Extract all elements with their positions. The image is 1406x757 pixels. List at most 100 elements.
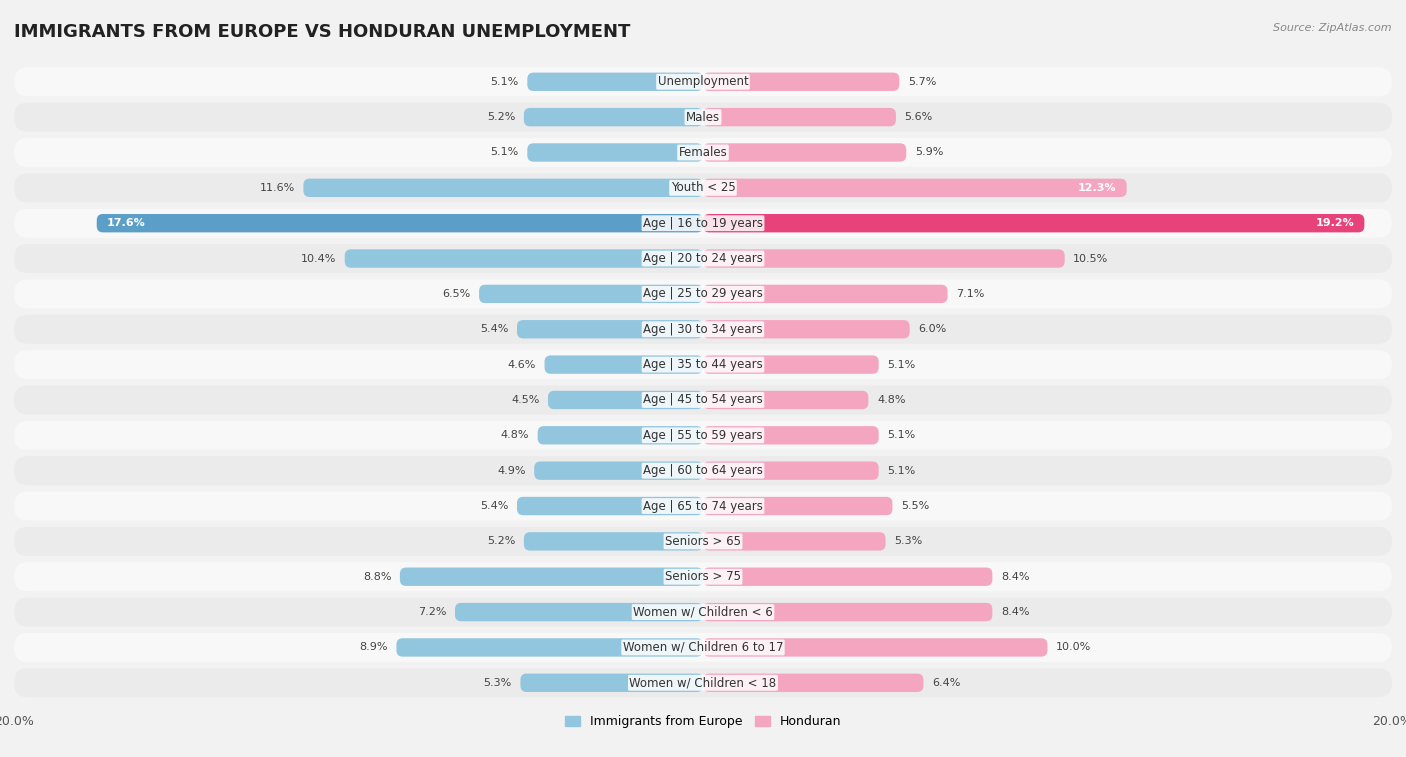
FancyBboxPatch shape xyxy=(703,214,1364,232)
Text: Women w/ Children < 6: Women w/ Children < 6 xyxy=(633,606,773,618)
Text: 8.8%: 8.8% xyxy=(363,572,391,581)
FancyBboxPatch shape xyxy=(14,67,1392,96)
Text: 5.1%: 5.1% xyxy=(887,430,915,441)
Text: 4.9%: 4.9% xyxy=(498,466,526,475)
FancyBboxPatch shape xyxy=(703,638,1047,656)
Text: 7.1%: 7.1% xyxy=(956,289,984,299)
FancyBboxPatch shape xyxy=(524,108,703,126)
FancyBboxPatch shape xyxy=(527,143,703,162)
Text: 8.4%: 8.4% xyxy=(1001,572,1029,581)
Legend: Immigrants from Europe, Honduran: Immigrants from Europe, Honduran xyxy=(560,710,846,733)
FancyBboxPatch shape xyxy=(548,391,703,409)
FancyBboxPatch shape xyxy=(14,456,1392,485)
Text: 5.3%: 5.3% xyxy=(484,678,512,688)
Text: 5.4%: 5.4% xyxy=(479,324,509,335)
FancyBboxPatch shape xyxy=(14,173,1392,202)
FancyBboxPatch shape xyxy=(396,638,703,656)
FancyBboxPatch shape xyxy=(344,249,703,268)
Text: 5.2%: 5.2% xyxy=(486,537,515,547)
FancyBboxPatch shape xyxy=(703,603,993,621)
FancyBboxPatch shape xyxy=(524,532,703,550)
Text: 8.4%: 8.4% xyxy=(1001,607,1029,617)
Text: Age | 65 to 74 years: Age | 65 to 74 years xyxy=(643,500,763,512)
Text: Age | 20 to 24 years: Age | 20 to 24 years xyxy=(643,252,763,265)
FancyBboxPatch shape xyxy=(97,214,703,232)
FancyBboxPatch shape xyxy=(14,421,1392,450)
Text: Seniors > 75: Seniors > 75 xyxy=(665,570,741,583)
FancyBboxPatch shape xyxy=(456,603,703,621)
Text: 11.6%: 11.6% xyxy=(260,183,295,193)
Text: 6.4%: 6.4% xyxy=(932,678,960,688)
FancyBboxPatch shape xyxy=(703,356,879,374)
FancyBboxPatch shape xyxy=(14,315,1392,344)
FancyBboxPatch shape xyxy=(517,497,703,516)
FancyBboxPatch shape xyxy=(703,143,907,162)
Text: 10.4%: 10.4% xyxy=(301,254,336,263)
Text: Females: Females xyxy=(679,146,727,159)
FancyBboxPatch shape xyxy=(14,491,1392,521)
Text: 6.0%: 6.0% xyxy=(918,324,946,335)
Text: 19.2%: 19.2% xyxy=(1315,218,1354,228)
FancyBboxPatch shape xyxy=(534,462,703,480)
FancyBboxPatch shape xyxy=(703,391,869,409)
Text: 17.6%: 17.6% xyxy=(107,218,146,228)
FancyBboxPatch shape xyxy=(14,597,1392,627)
Text: Youth < 25: Youth < 25 xyxy=(671,182,735,195)
FancyBboxPatch shape xyxy=(703,532,886,550)
Text: 4.5%: 4.5% xyxy=(510,395,540,405)
Text: 5.9%: 5.9% xyxy=(915,148,943,157)
FancyBboxPatch shape xyxy=(703,674,924,692)
Text: Source: ZipAtlas.com: Source: ZipAtlas.com xyxy=(1274,23,1392,33)
Text: 4.8%: 4.8% xyxy=(501,430,529,441)
FancyBboxPatch shape xyxy=(479,285,703,303)
FancyBboxPatch shape xyxy=(537,426,703,444)
Text: 5.6%: 5.6% xyxy=(904,112,932,122)
FancyBboxPatch shape xyxy=(399,568,703,586)
Text: 8.9%: 8.9% xyxy=(360,643,388,653)
Text: 12.3%: 12.3% xyxy=(1078,183,1116,193)
FancyBboxPatch shape xyxy=(544,356,703,374)
Text: Males: Males xyxy=(686,111,720,123)
Text: 7.2%: 7.2% xyxy=(418,607,446,617)
FancyBboxPatch shape xyxy=(703,249,1064,268)
Text: Age | 55 to 59 years: Age | 55 to 59 years xyxy=(643,428,763,442)
FancyBboxPatch shape xyxy=(703,426,879,444)
Text: 5.3%: 5.3% xyxy=(894,537,922,547)
FancyBboxPatch shape xyxy=(14,244,1392,273)
FancyBboxPatch shape xyxy=(703,497,893,516)
Text: Women w/ Children 6 to 17: Women w/ Children 6 to 17 xyxy=(623,641,783,654)
Text: Age | 30 to 34 years: Age | 30 to 34 years xyxy=(643,322,763,336)
Text: 5.1%: 5.1% xyxy=(887,466,915,475)
FancyBboxPatch shape xyxy=(703,179,1126,197)
FancyBboxPatch shape xyxy=(14,385,1392,415)
Text: 5.7%: 5.7% xyxy=(908,76,936,87)
Text: 6.5%: 6.5% xyxy=(443,289,471,299)
Text: 4.6%: 4.6% xyxy=(508,360,536,369)
FancyBboxPatch shape xyxy=(517,320,703,338)
Text: 5.1%: 5.1% xyxy=(887,360,915,369)
FancyBboxPatch shape xyxy=(14,350,1392,379)
Text: 4.8%: 4.8% xyxy=(877,395,905,405)
Text: Age | 35 to 44 years: Age | 35 to 44 years xyxy=(643,358,763,371)
FancyBboxPatch shape xyxy=(703,462,879,480)
FancyBboxPatch shape xyxy=(520,674,703,692)
Text: 5.1%: 5.1% xyxy=(491,76,519,87)
FancyBboxPatch shape xyxy=(703,73,900,91)
FancyBboxPatch shape xyxy=(304,179,703,197)
Text: 10.0%: 10.0% xyxy=(1056,643,1091,653)
FancyBboxPatch shape xyxy=(527,73,703,91)
FancyBboxPatch shape xyxy=(703,108,896,126)
Text: 5.4%: 5.4% xyxy=(479,501,509,511)
Text: Age | 25 to 29 years: Age | 25 to 29 years xyxy=(643,288,763,301)
FancyBboxPatch shape xyxy=(14,562,1392,591)
Text: IMMIGRANTS FROM EUROPE VS HONDURAN UNEMPLOYMENT: IMMIGRANTS FROM EUROPE VS HONDURAN UNEMP… xyxy=(14,23,630,41)
FancyBboxPatch shape xyxy=(703,320,910,338)
Text: 10.5%: 10.5% xyxy=(1073,254,1108,263)
FancyBboxPatch shape xyxy=(703,568,993,586)
Text: Age | 60 to 64 years: Age | 60 to 64 years xyxy=(643,464,763,477)
Text: 5.1%: 5.1% xyxy=(491,148,519,157)
Text: Unemployment: Unemployment xyxy=(658,75,748,89)
FancyBboxPatch shape xyxy=(14,103,1392,132)
FancyBboxPatch shape xyxy=(14,138,1392,167)
FancyBboxPatch shape xyxy=(14,209,1392,238)
